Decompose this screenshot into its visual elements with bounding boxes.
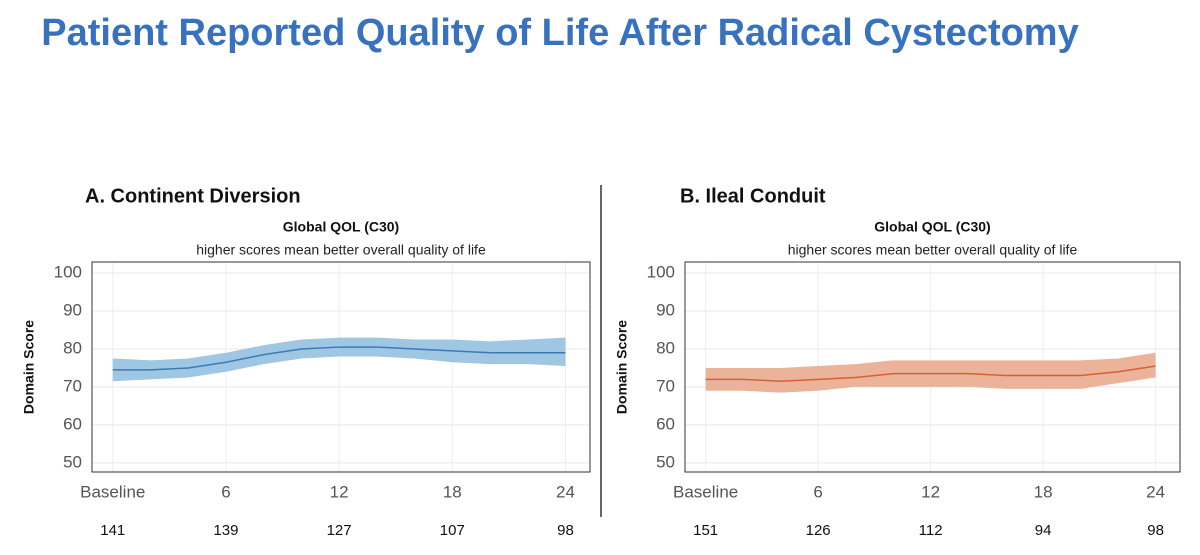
x-tick-label: 24: [1146, 482, 1165, 501]
y-tick-label: 90: [63, 300, 82, 319]
x-tick-label: Baseline: [80, 482, 145, 501]
y-tick-label: 80: [656, 338, 675, 357]
x-tick-label: 12: [921, 482, 940, 501]
panel-title: B. Ileal Conduit: [680, 185, 826, 207]
x-tick-label: 24: [556, 482, 575, 501]
y-tick-label: 70: [63, 376, 82, 395]
line: [112, 346, 566, 371]
chart-subtitle: higher scores mean better overall qualit…: [788, 242, 1078, 258]
at-risk-count: 139: [213, 522, 238, 539]
at-risk-count: 112: [919, 522, 943, 539]
line: [705, 365, 1156, 382]
at-risk-count: 126: [806, 522, 831, 539]
y-tick-label: 60: [656, 414, 675, 433]
x-tick-label: 6: [221, 482, 230, 501]
y-tick-label: 50: [63, 452, 82, 471]
y-tick-label: 60: [63, 414, 82, 433]
at-risk-count: 94: [1035, 522, 1052, 539]
chart-title: Global QOL (C30): [283, 219, 399, 235]
at-risk-count: 107: [440, 522, 465, 539]
x-tick-label: 12: [330, 482, 349, 501]
y-tick-label: 100: [647, 262, 675, 281]
x-tick-label: 18: [1034, 482, 1053, 501]
plot-frame: [684, 261, 1181, 473]
y-axis-label: Domain Score: [21, 320, 37, 414]
main-title: Patient Reported Quality of Life After R…: [41, 12, 1079, 54]
confidence-band: [112, 337, 566, 382]
confidence-band: [705, 352, 1156, 393]
at-risk-count: 141: [100, 522, 125, 539]
x-tick-label: 6: [813, 482, 822, 501]
at-risk-count: 127: [327, 522, 352, 539]
x-tick-label: Baseline: [673, 482, 738, 501]
y-tick-label: 80: [63, 338, 82, 357]
at-risk-count: 151: [693, 522, 718, 539]
at-risk-count: 98: [557, 522, 574, 539]
y-tick-label: 70: [656, 376, 675, 395]
plot-frame: [91, 261, 591, 473]
y-tick-label: 100: [54, 262, 82, 281]
y-tick-label: 90: [656, 300, 675, 319]
chart-subtitle: higher scores mean better overall qualit…: [196, 242, 486, 258]
y-tick-label: 50: [656, 452, 675, 471]
x-tick-label: 18: [443, 482, 462, 501]
panel-title: A. Continent Diversion: [85, 185, 301, 207]
at-risk-count: 98: [1147, 522, 1164, 539]
chart-title: Global QOL (C30): [874, 219, 990, 235]
y-axis-label: Domain Score: [614, 320, 630, 414]
